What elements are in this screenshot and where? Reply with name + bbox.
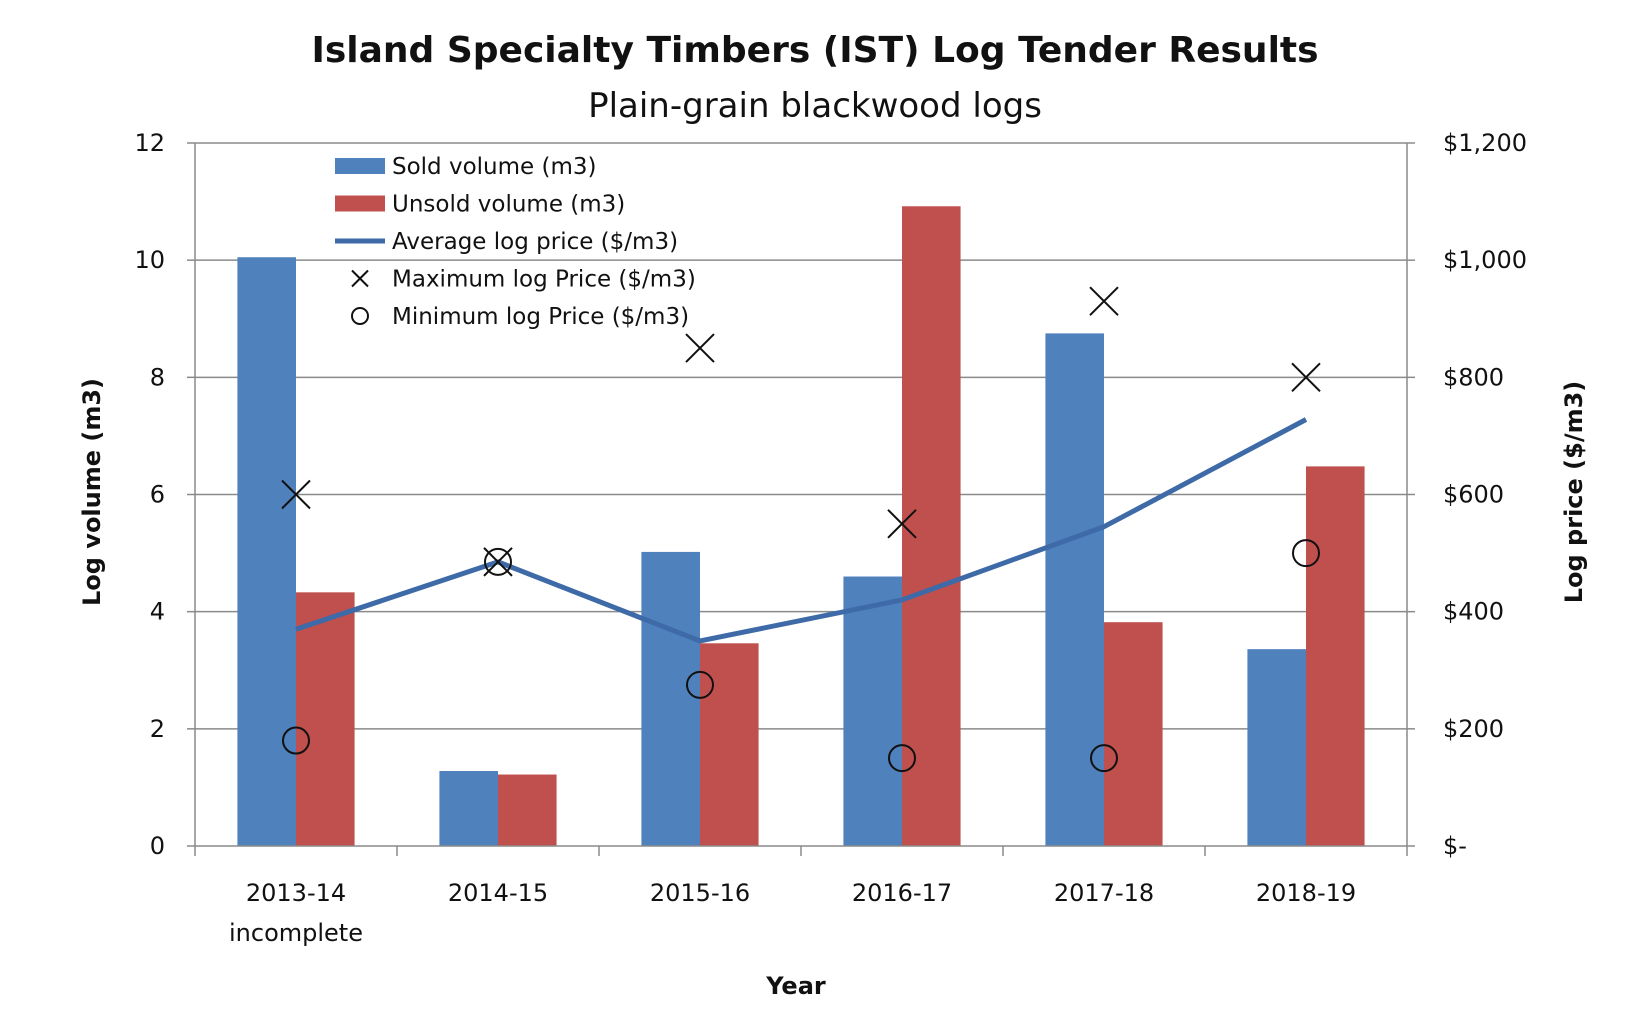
legend-swatch-max (351, 269, 369, 288)
y2-tick-label: $200 (1443, 715, 1504, 743)
max-price-marker (685, 333, 715, 363)
y-tick-label: 12 (134, 129, 165, 157)
bar-unsold (902, 206, 961, 846)
max-price-marker (887, 509, 917, 539)
legend-label: Average log price ($/m3) (392, 229, 678, 255)
legend-label: Maximum log Price ($/m3) (392, 267, 696, 293)
y-axis-title: Log volume (m3) (78, 378, 106, 606)
max-price-marker (281, 479, 311, 510)
y-tick-label: 10 (134, 246, 165, 274)
bar-sold (641, 551, 700, 846)
y-tick-label: 4 (150, 598, 165, 626)
x-axis-title: Year (765, 972, 826, 1000)
min-price-marker (484, 547, 512, 576)
legend-symbol (335, 195, 385, 212)
x-tick-label: 2018-19 (1256, 879, 1356, 907)
max-price-marker (1089, 286, 1119, 316)
bar-unsold (1104, 622, 1163, 846)
min-price-marker (282, 726, 310, 755)
bar-sold (237, 257, 296, 846)
axes (187, 142, 1415, 856)
chart-title: Island Specialty Timbers (IST) Log Tende… (311, 30, 1318, 71)
legend-symbol (351, 269, 369, 288)
y-tick-label: 6 (150, 481, 165, 509)
gridlines (195, 142, 1407, 730)
legend-label: Unsold volume (m3) (392, 192, 625, 218)
y-tick-label: 8 (150, 363, 165, 391)
legend-symbol (351, 307, 369, 325)
min-price-marker (686, 670, 714, 699)
chart-subtitle: Plain-grain blackwood logs (588, 86, 1042, 126)
bar-sold (439, 771, 498, 846)
x-tick-label: 2015-16 (650, 879, 750, 907)
x-tick-label: 2016-17 (852, 879, 952, 907)
legend-swatch-unsold (335, 195, 385, 212)
average-price-line (295, 417, 1308, 644)
bar-sold (1247, 649, 1306, 846)
y2-tick-label: $800 (1443, 363, 1504, 391)
legend-label: Minimum log Price ($/m3) (392, 304, 689, 330)
y2-tick-label: $400 (1443, 598, 1504, 626)
tick-labels: 0 $- 2 $200 4 $400 6 $600 8 $800 10 $1,000 12 $1,200 2… (134, 129, 1527, 947)
price-markers (281, 286, 1321, 773)
y-tick-label: 0 (150, 832, 165, 860)
y2-tick-label: $- (1443, 832, 1467, 860)
y-tick-label: 2 (150, 715, 165, 743)
y2-tick-label: $600 (1443, 481, 1504, 509)
max-price-marker (1291, 362, 1321, 393)
bars (237, 206, 1365, 846)
bar-sold (1045, 333, 1104, 846)
legend-symbol (335, 158, 385, 174)
legend-label: Sold volume (m3) (392, 154, 596, 180)
x-tick-label: 2014-15 (448, 879, 548, 907)
bar-unsold (498, 774, 557, 846)
x-tick-label: incomplete (229, 919, 363, 947)
y2-tick-label: $1,200 (1443, 129, 1527, 157)
min-price-marker (888, 744, 916, 773)
bar-unsold (700, 643, 759, 846)
y2-axis-title: Log price ($/m3) (1560, 381, 1588, 604)
bar-unsold (1306, 466, 1365, 846)
bar-unsold (296, 592, 355, 846)
min-price-marker (1292, 539, 1320, 568)
legend: Sold volume (m3) Unsold volume (m3) Averag… (335, 154, 696, 330)
legend-swatch-min (351, 307, 369, 325)
x-tick-label: 2017-18 (1054, 879, 1154, 907)
legend-swatch-sold (335, 158, 385, 174)
min-price-marker (1090, 744, 1118, 773)
bar-sold (843, 576, 902, 846)
y2-tick-label: $1,000 (1443, 246, 1527, 274)
x-tick-label: 2013-14 (246, 879, 346, 907)
average-price-line-group (295, 417, 1308, 644)
